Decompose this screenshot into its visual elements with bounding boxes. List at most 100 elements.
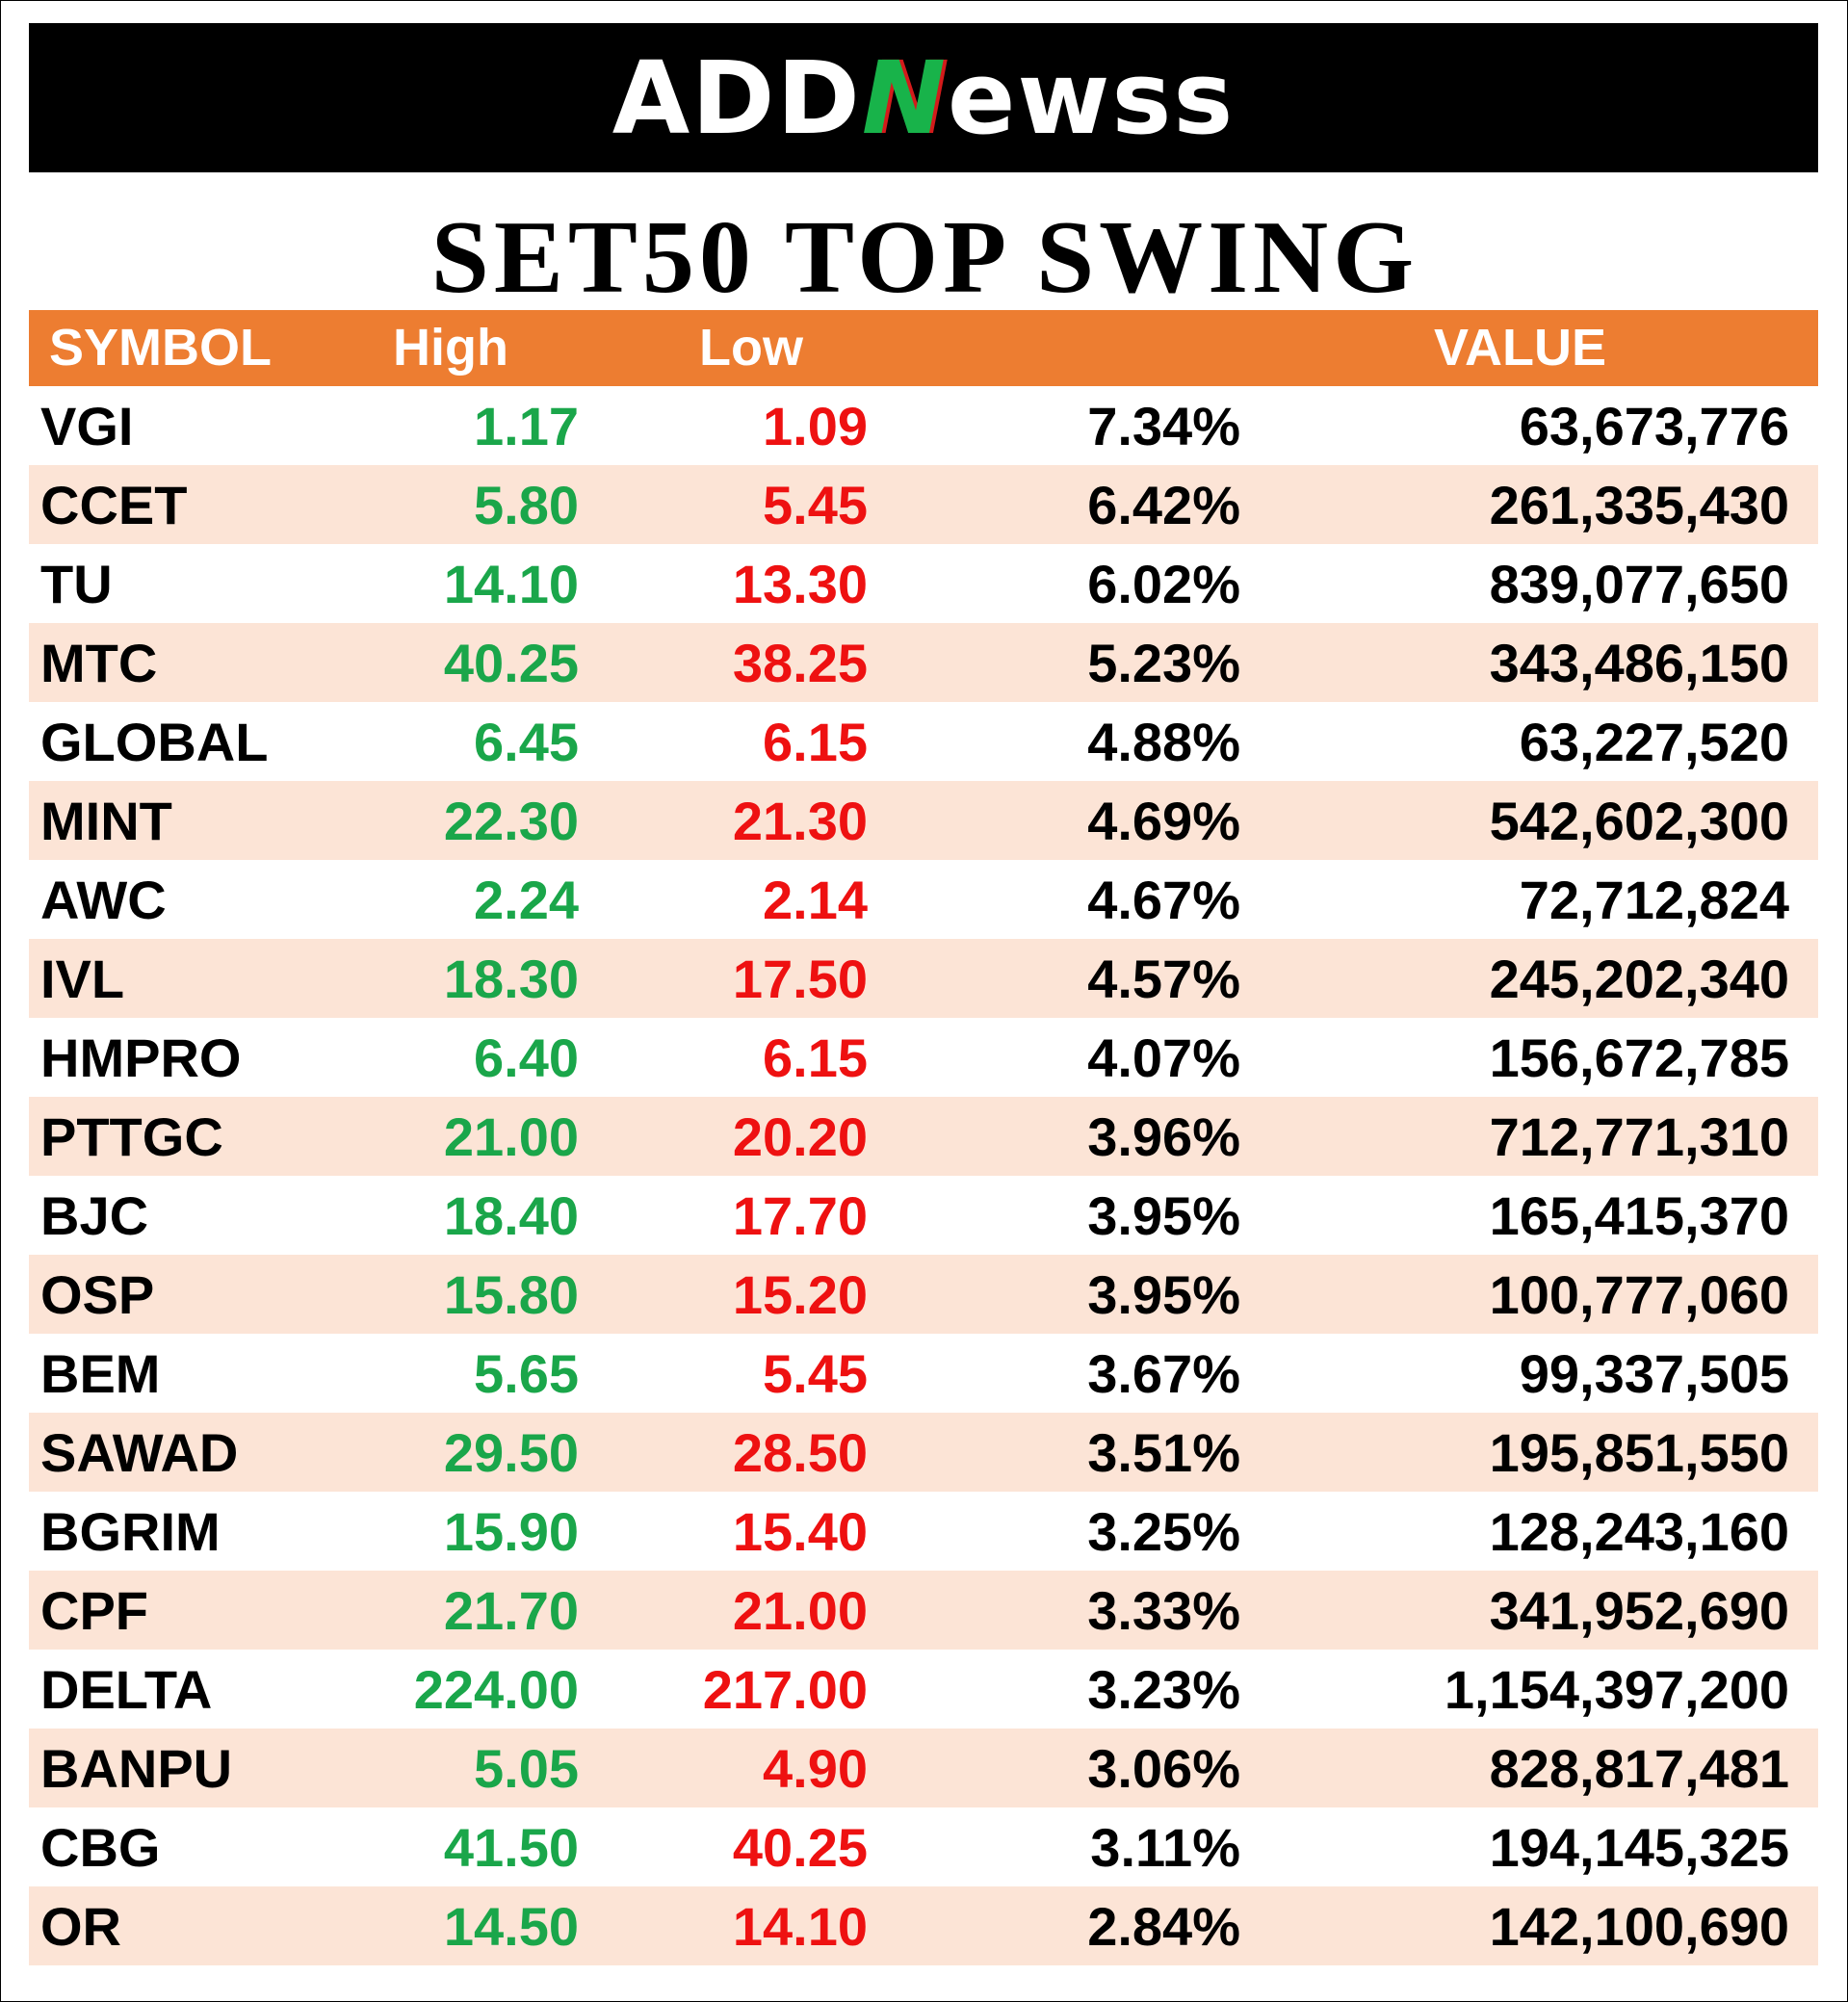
value-cell: 100,777,060 [1489,1264,1789,1325]
swing-cell: 3.11% [1090,1817,1240,1878]
symbol-cell: SAWAD [40,1422,239,1483]
table-row: HMPRO 6.40 6.15 4.07% 156,672,785 [29,1018,1818,1097]
symbol-cell: DELTA [40,1659,213,1720]
symbol-cell: OR [40,1896,121,1957]
table-row: OSP 15.80 15.20 3.95% 100,777,060 [29,1255,1818,1334]
low-cell: 17.70 [732,1185,868,1246]
value-cell: 165,415,370 [1489,1185,1789,1246]
value-cell: 142,100,690 [1489,1896,1789,1957]
high-cell: 6.45 [474,712,579,772]
swing-cell: 6.02% [1087,554,1240,614]
logo: ADDNewss [612,39,1236,157]
value-cell: 245,202,340 [1489,949,1789,1009]
swing-cell: 7.34% [1087,396,1240,456]
low-cell: 5.45 [763,1343,868,1404]
table-row: CCET 5.80 5.45 6.42% 261,335,430 [29,465,1818,544]
table-row: BEM 5.65 5.45 3.67% 99,337,505 [29,1334,1818,1413]
table-row: VGI 1.17 1.09 7.34% 63,673,776 [29,386,1818,465]
title: SET50 TOP SWING [430,200,1419,315]
symbol-cell: BJC [40,1185,149,1246]
column-header: Low [699,319,803,377]
high-cell: 41.50 [443,1817,579,1878]
value-cell: 99,337,505 [1519,1343,1789,1404]
table-row: MTC 40.25 38.25 5.23% 343,486,150 [29,623,1818,702]
table-row: BGRIM 15.90 15.40 3.25% 128,243,160 [29,1492,1818,1571]
table-row: OR 14.50 14.10 2.84% 142,100,690 [29,1886,1818,1965]
high-cell: 40.25 [443,633,579,693]
value-cell: 195,851,550 [1489,1422,1789,1483]
column-header: High [393,319,508,377]
table-row: MINT 22.30 21.30 4.69% 542,602,300 [29,781,1818,860]
symbol-cell: PTTGC [40,1106,223,1167]
symbol-cell: BEM [40,1343,161,1404]
high-cell: 6.40 [474,1027,579,1088]
logo-text: ADD [612,39,862,157]
low-cell: 4.90 [763,1738,868,1799]
value-cell: 542,602,300 [1489,791,1789,851]
swing-cell: 4.07% [1087,1027,1240,1088]
low-cell: 38.25 [732,633,868,693]
low-cell: 21.30 [732,791,868,851]
high-cell: 224.00 [413,1659,579,1720]
symbol-cell: CCET [40,475,188,535]
table-header: SYMBOL High Low VALUE [29,310,1818,386]
high-cell: 5.65 [474,1343,579,1404]
table-row: GLOBAL 6.45 6.15 4.88% 63,227,520 [29,702,1818,781]
swing-cell: 3.23% [1087,1659,1240,1720]
low-cell: 13.30 [732,554,868,614]
table-row: BANPU 5.05 4.90 3.06% 828,817,481 [29,1729,1818,1807]
high-cell: 5.80 [474,475,579,535]
logo-text: ewss [947,39,1236,157]
value-cell: 72,712,824 [1519,870,1789,930]
symbol-cell: AWC [40,870,167,930]
high-cell: 5.05 [474,1738,579,1799]
value-cell: 712,771,310 [1489,1106,1789,1167]
high-cell: 18.40 [443,1185,579,1246]
swing-cell: 3.51% [1087,1422,1240,1483]
swing-cell: 4.88% [1087,712,1240,772]
value-cell: 156,672,785 [1489,1027,1789,1088]
table-row: DELTA 224.00 217.00 3.23% 1,154,397,200 [29,1650,1818,1729]
value-cell: 63,227,520 [1519,712,1789,772]
low-cell: 15.40 [732,1501,868,1562]
value-cell: 828,817,481 [1489,1738,1789,1799]
table-row: SAWAD 29.50 28.50 3.51% 195,851,550 [29,1413,1818,1492]
swing-cell: 3.06% [1087,1738,1240,1799]
low-cell: 15.20 [732,1264,868,1325]
table-row: IVL 18.30 17.50 4.57% 245,202,340 [29,939,1818,1018]
symbol-cell: TU [40,554,113,614]
value-cell: 261,335,430 [1489,475,1789,535]
low-cell: 17.50 [732,949,868,1009]
swing-cell: 3.95% [1087,1264,1240,1325]
table-row: CBG 41.50 40.25 3.11% 194,145,325 [29,1807,1818,1886]
high-cell: 14.50 [443,1896,579,1957]
high-cell: 21.00 [443,1106,579,1167]
high-cell: 18.30 [443,949,579,1009]
symbol-cell: BGRIM [40,1501,221,1562]
value-cell: 1,154,397,200 [1444,1659,1789,1720]
symbol-cell: MTC [40,633,158,693]
high-cell: 22.30 [443,791,579,851]
symbol-cell: GLOBAL [40,712,269,772]
table-row: CPF 21.70 21.00 3.33% 341,952,690 [29,1571,1818,1650]
swing-cell: 3.25% [1087,1501,1240,1562]
low-cell: 14.10 [732,1896,868,1957]
swing-cell: 4.67% [1087,870,1240,930]
value-cell: 343,486,150 [1489,633,1789,693]
swing-cell: 3.33% [1087,1580,1240,1641]
value-cell: 194,145,325 [1489,1817,1789,1878]
symbol-cell: MINT [40,791,172,851]
high-cell: 2.24 [474,870,579,930]
symbol-cell: OSP [40,1264,155,1325]
table-row: PTTGC 21.00 20.20 3.96% 712,771,310 [29,1097,1818,1176]
swing-cell: 3.95% [1087,1185,1240,1246]
logo-bar: ADDNewss [29,23,1818,172]
low-cell: 21.00 [732,1580,868,1641]
symbol-cell: CPF [40,1580,148,1641]
low-cell: 5.45 [763,475,868,535]
value-cell: 341,952,690 [1489,1580,1789,1641]
symbol-cell: BANPU [40,1738,233,1799]
low-cell: 6.15 [763,712,868,772]
logo-mark: N [861,39,948,157]
